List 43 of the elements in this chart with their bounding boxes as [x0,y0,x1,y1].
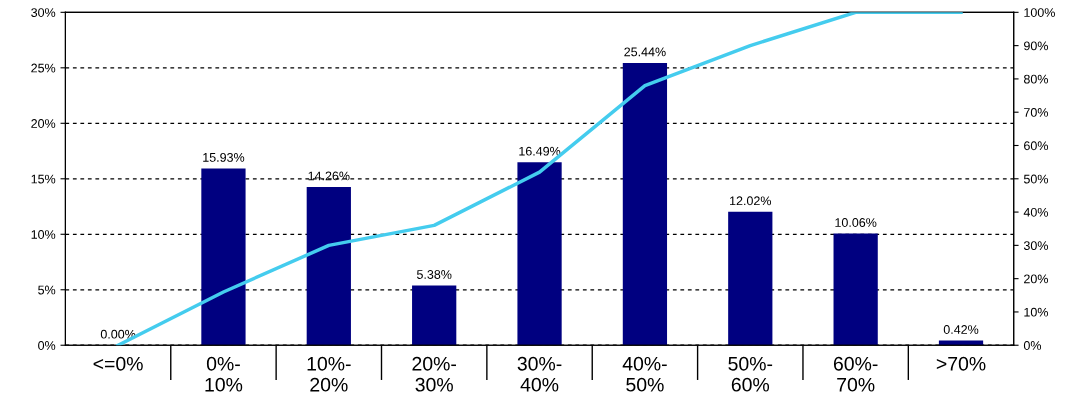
x-tick-label: 60%- 70% [833,356,878,392]
x-tick-label: >70% [936,356,986,371]
y-tick-label: 30% [31,8,56,17]
x-tick-label: 20%- 30% [412,356,457,392]
y-tick-label: 25% [31,63,56,73]
data-label: 12.02% [730,196,772,206]
y2-tick-label: 20% [1024,274,1048,284]
y2-tick-label: 60% [1024,141,1048,151]
y-tick-label: 5% [38,285,56,295]
y-tick-label: 20% [31,119,56,128]
y2-tick-label: 30% [1023,241,1048,251]
x-tick-label: 0%- 10% [205,356,243,392]
bar [412,285,457,346]
y2-tick-label: 90% [1024,41,1048,51]
data-label: 16.49% [519,146,561,156]
data-label: 10.06% [835,218,877,227]
data-label: 0.00% [100,329,136,339]
y2-tick-label: 70% [1024,108,1048,117]
x-tick-label: 50%- 60% [728,356,773,392]
bar [517,162,562,346]
y-tick-label: 15% [31,174,56,184]
bar [306,187,351,346]
x-tick-label: 40%- 50% [622,356,667,392]
data-label: 0.42% [943,325,979,334]
data-label: 14.26% [308,171,350,181]
y-tick-label: 0% [38,341,56,350]
bar [833,233,878,346]
x-tick-label: <=0% [93,356,143,371]
y2-tick-label: 10% [1024,307,1048,317]
bar [728,211,773,346]
y2-tick-label: 80% [1023,74,1048,84]
x-tick-label: 10%- 20% [307,356,351,392]
y2-tick-label: 40% [1023,207,1048,217]
y2-tick-label: 50% [1023,174,1048,184]
x-tick-label: 30%- 40% [517,356,562,392]
data-label: 25.44% [624,47,666,57]
data-label: 5.38% [416,270,452,279]
y2-tick-label: 0% [1023,341,1042,350]
data-label: 15.93% [203,152,245,162]
bar [622,62,668,346]
y-tick-label: 10% [31,230,56,239]
bar [201,168,246,346]
y2-tick-label: 100% [1024,8,1055,17]
